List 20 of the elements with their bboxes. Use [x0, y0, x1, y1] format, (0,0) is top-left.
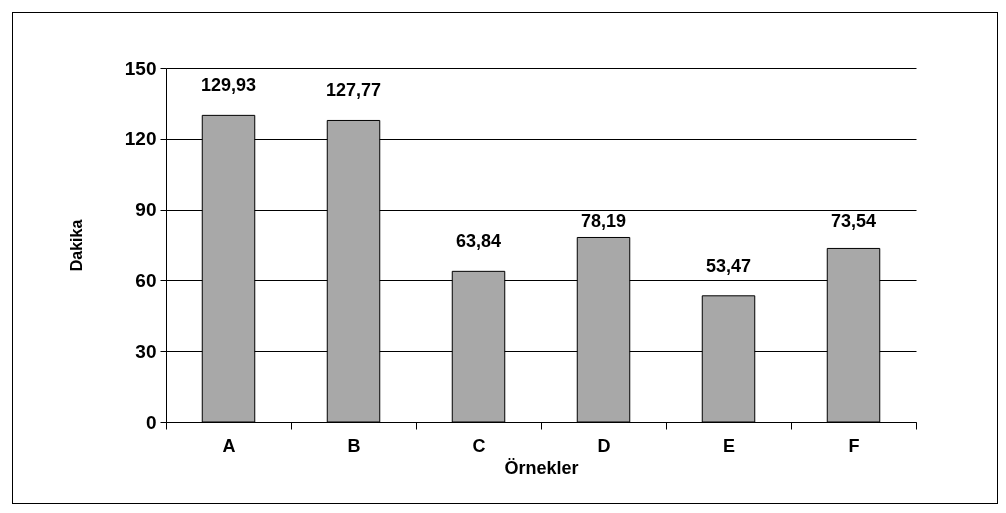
data-label: 53,47	[705, 255, 752, 276]
y-tick-label: 30	[135, 340, 157, 362]
y-tick-label: 0	[145, 411, 157, 433]
data-label: 63,84	[455, 231, 502, 252]
y-tick-label: 150	[124, 57, 157, 79]
data-label: 78,19	[580, 211, 627, 232]
x-tick-label: A	[222, 435, 236, 456]
x-tick-label: C	[472, 435, 486, 456]
data-label: 129,93	[200, 75, 257, 96]
x-tick-label: F	[848, 435, 860, 456]
y-axis-title: Dakika	[67, 219, 85, 272]
x-tick-label: E	[722, 435, 736, 456]
data-label: 73,54	[830, 211, 877, 232]
data-label: 127,77	[325, 80, 382, 101]
y-tick-label: 60	[135, 269, 157, 291]
y-tick-label: 120	[124, 128, 157, 150]
x-tick-label: D	[597, 435, 611, 456]
x-tick-label: B	[347, 435, 361, 456]
x-axis-title: Örnekler	[504, 457, 579, 478]
y-tick-label: 90	[135, 199, 157, 221]
